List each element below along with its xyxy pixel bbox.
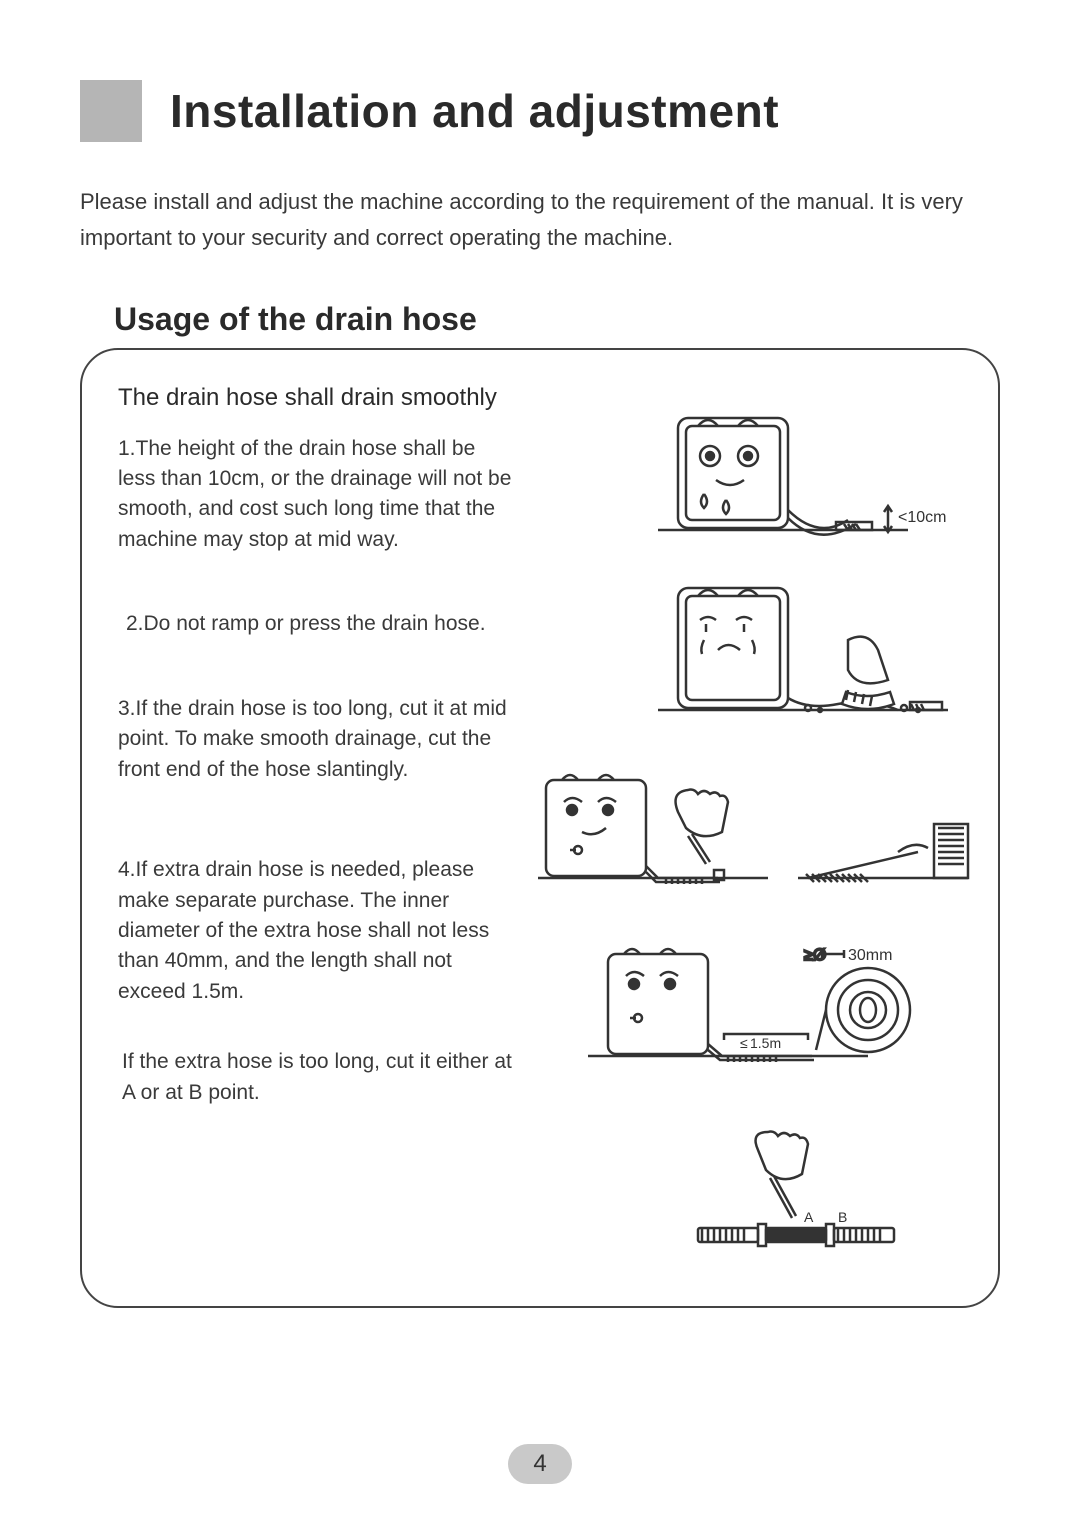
instruction-text-2: 2.Do not ramp or press the drain hose. [126, 609, 486, 639]
illustration-1-icon: <10cm [648, 410, 968, 550]
instruction-panel: The drain hose shall drain smoothly 1.Th… [80, 348, 1000, 1308]
page-title: Installation and adjustment [170, 84, 779, 138]
illustration-5-icon: A B [658, 1120, 918, 1260]
illustration-2-icon [648, 580, 968, 730]
instruction-text-3: 3.If the drain hose is too long, cut it … [118, 694, 518, 785]
illustration-4-icon: ≥∅ 30mm ≤ 1.5m [568, 940, 968, 1090]
intro-text: Please install and adjust the machine ac… [80, 184, 1000, 257]
label-b: B [838, 1209, 847, 1225]
svg-text:≤: ≤ [740, 1035, 748, 1051]
instruction-text-1: 1.The height of the drain hose shall be … [118, 434, 518, 556]
label-lt10: <10cm [898, 509, 946, 526]
page-number: 4 [508, 1444, 572, 1484]
page-number-text: 4 [533, 1450, 546, 1478]
title-row: Installation and adjustment [80, 80, 1000, 142]
label-15m: 1.5m [750, 1035, 781, 1051]
illustration-3-icon [538, 772, 978, 902]
label-30mm: 30mm [848, 947, 892, 964]
svg-text:≥∅: ≥∅ [804, 947, 827, 964]
section-title: Usage of the drain hose [114, 301, 1000, 338]
panel-subheading: The drain hose shall drain smoothly [118, 384, 962, 412]
instruction-extra: If the extra hose is too long, cut it ei… [122, 1047, 522, 1108]
instruction-text-4: 4.If extra drain hose is needed, please … [118, 855, 518, 1007]
title-square-icon [80, 80, 142, 142]
label-a: A [804, 1209, 814, 1225]
